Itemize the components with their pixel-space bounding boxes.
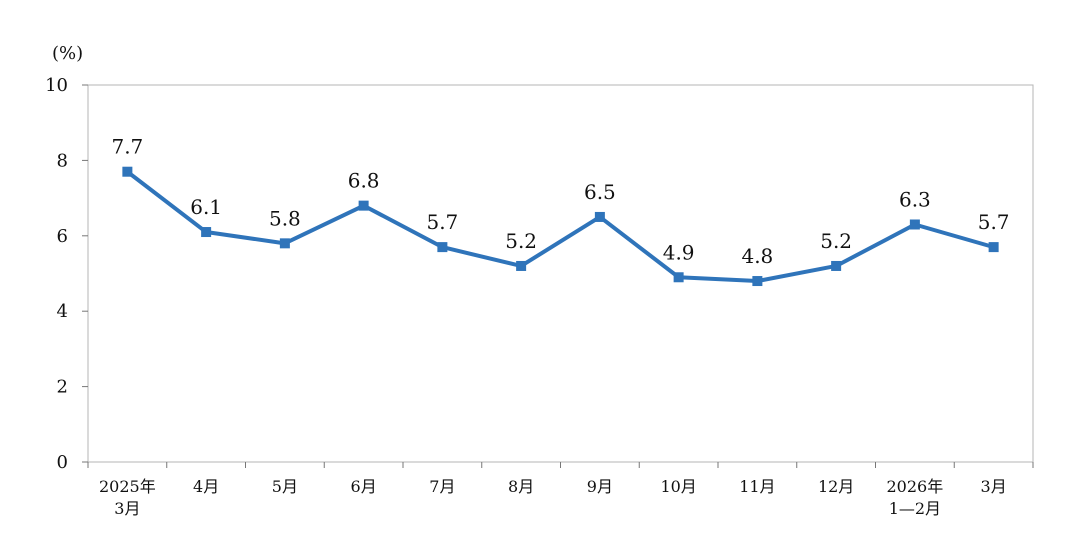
data-label: 4.8 (741, 244, 773, 268)
data-label: 5.8 (269, 206, 301, 230)
data-point-marker (988, 242, 999, 253)
y-tick-label: 10 (45, 75, 68, 96)
data-label: 6.1 (190, 195, 222, 219)
data-label: 4.9 (663, 240, 695, 264)
x-tick-label: 8月 (508, 477, 534, 496)
x-tick-label: 3月 (981, 477, 1007, 496)
data-label: 6.5 (584, 180, 616, 204)
x-tick-label: 11月 (739, 477, 775, 496)
data-point-marker (122, 166, 133, 177)
y-tick-label: 4 (57, 301, 68, 322)
data-point-marker (201, 227, 212, 238)
data-label: 5.2 (505, 229, 537, 253)
plot-area-frame (87, 84, 1034, 463)
x-tick-label: 5月 (272, 477, 298, 496)
data-point-marker (594, 211, 605, 222)
data-label: 5.7 (978, 210, 1010, 234)
x-tick-label: 2026年 (887, 477, 944, 496)
data-point-marker (673, 272, 684, 283)
x-tick-label: 4月 (193, 477, 219, 496)
x-tick-label: 6月 (351, 477, 377, 496)
y-tick-label: 2 (57, 377, 68, 398)
data-label: 5.2 (820, 229, 852, 253)
data-label: 5.7 (426, 210, 458, 234)
data-point-marker (437, 242, 448, 253)
data-point-marker (358, 200, 369, 211)
y-tick-label: 6 (57, 226, 68, 247)
data-point-marker (831, 260, 842, 271)
x-tick-label: 12月 (818, 477, 854, 496)
data-point-marker (909, 219, 920, 230)
x-tick-label: 1—2月 (889, 499, 941, 518)
data-point-marker (516, 260, 527, 271)
x-tick-label: 9月 (587, 477, 613, 496)
x-tick-label: 3月 (114, 499, 140, 518)
data-point-marker (752, 276, 763, 287)
x-tick-label: 10月 (660, 477, 696, 496)
x-tick-label: 2025年 (99, 477, 156, 496)
x-tick-label: 7月 (429, 477, 455, 496)
data-label: 7.7 (111, 135, 143, 159)
y-tick-label: 0 (57, 452, 68, 473)
y-axis-unit-label: (%) (52, 43, 84, 64)
y-tick-label: 8 (57, 150, 68, 171)
data-label: 6.8 (348, 169, 380, 193)
series-line (126, 170, 995, 284)
data-label: 6.3 (899, 187, 931, 211)
data-point-marker (279, 238, 290, 249)
